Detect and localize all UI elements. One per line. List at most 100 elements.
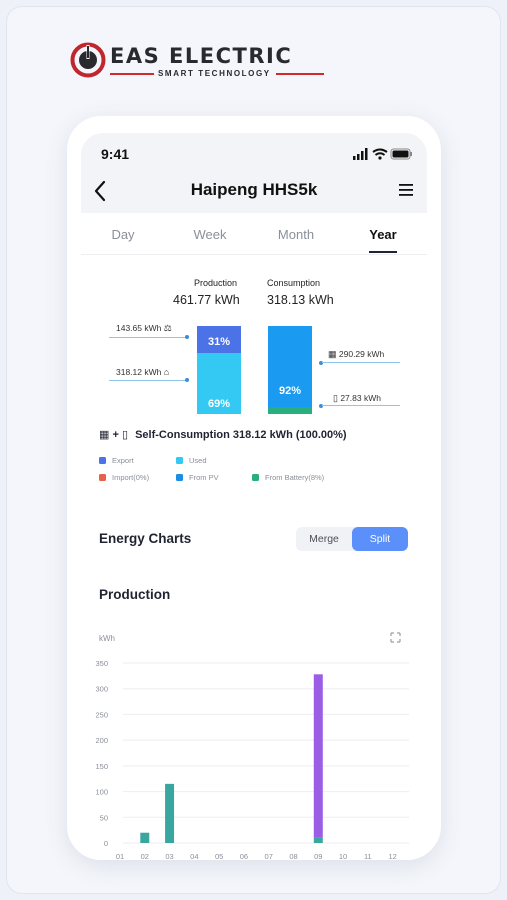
legend-used: Used xyxy=(176,456,207,465)
export-value-label: 143.65 kWh ⚖ xyxy=(116,323,172,334)
status-time: 9:41 xyxy=(101,146,130,162)
chart-bar-segment[interactable] xyxy=(313,674,323,838)
production-used-pct: 69% xyxy=(207,398,231,410)
production-section-title: Production xyxy=(99,587,171,602)
power-logo-icon xyxy=(70,42,106,78)
brand-rule-right xyxy=(276,73,324,75)
legend-export: Export xyxy=(99,456,134,465)
legend-from-battery: From Battery(8%) xyxy=(252,473,324,482)
consumption-pv-bar: 92% xyxy=(268,326,312,407)
from-battery-value-label: ▯ 27.83 kWh xyxy=(333,393,381,404)
production-export-bar: 31% xyxy=(197,326,241,353)
consumption-pv-pct: 92% xyxy=(278,385,302,397)
production-export-pct: 31% xyxy=(207,336,231,348)
used-value-label: 318.12 kWh ⌂ xyxy=(116,367,169,377)
export-leader-dot xyxy=(185,335,189,339)
legend-label-from-pv: From PV xyxy=(189,473,219,482)
chart-x-tick-label: 09 xyxy=(314,852,322,860)
chart-y-tick-label: 350 xyxy=(95,659,108,668)
legend-swatch-from-battery xyxy=(252,474,259,481)
chart-x-tick-label: 03 xyxy=(165,852,173,860)
from-battery-leader-line xyxy=(322,405,400,406)
merge-split-toggle: Merge Split xyxy=(296,527,408,551)
used-leader-dot xyxy=(185,378,189,382)
expand-chart-icon[interactable] xyxy=(390,632,401,643)
chart-x-tick-label: 05 xyxy=(215,852,223,860)
self-consumption-plus: + xyxy=(112,429,119,441)
tab-month[interactable]: Month xyxy=(277,227,315,242)
used-leader-line xyxy=(109,380,187,381)
legend-label-import: Import(0%) xyxy=(112,473,150,482)
tab-year[interactable]: Year xyxy=(369,227,397,242)
production-value: 461.77 kWh xyxy=(173,293,240,307)
tab-day[interactable]: Day xyxy=(111,227,135,242)
grid-tower-icon: ⚖ xyxy=(163,323,172,333)
from-pv-leader-dot xyxy=(319,361,323,365)
period-tabs: Day Week Month Year xyxy=(81,213,427,255)
battery-small-icon: ▯ xyxy=(121,429,129,441)
production-bar-chart: kWh 0 50 100 150 200 250 300 350 01 02 03 04 05 06 07… xyxy=(95,632,409,860)
menu-icon[interactable] xyxy=(399,184,413,196)
from-pv-value-label: ▦ 290.29 kWh xyxy=(328,349,384,360)
page-title: Haipeng HHS5k xyxy=(190,180,318,199)
chart-x-tick-label: 01 xyxy=(116,852,124,860)
chart-x-tick-label: 08 xyxy=(289,852,297,860)
export-leader-line xyxy=(109,337,187,338)
self-consumption-line: ▦ + ▯ Self-Consumption 318.12 kWh (100.0… xyxy=(99,428,347,441)
top-bar: 9:41 xyxy=(81,133,427,213)
production-label: Production xyxy=(194,278,238,288)
back-arrow-icon[interactable] xyxy=(93,180,107,202)
legend-swatch-import xyxy=(99,474,106,481)
chart-y-tick-label: 150 xyxy=(95,762,108,771)
legend-swatch-export xyxy=(99,457,106,464)
chart-y-tick-label: 50 xyxy=(100,813,108,822)
from-pv-leader-line xyxy=(322,362,400,363)
brand-logo: EAS ELECTRIC SMART TECHNOLOGY xyxy=(70,42,340,82)
merge-button[interactable]: Merge xyxy=(309,533,339,545)
consumption-value: 318.13 kWh xyxy=(267,293,334,307)
solar-panel-icon: ▦ xyxy=(99,429,110,441)
legend-swatch-used xyxy=(176,457,183,464)
chart-x-tick-label: 06 xyxy=(240,852,248,860)
chart-bar-segment[interactable] xyxy=(313,837,323,843)
phone-frame: 9:41 xyxy=(67,116,441,860)
brand-tagline: SMART TECHNOLOGY xyxy=(158,69,271,78)
consumption-battery-bar xyxy=(268,407,312,414)
energy-charts-title: Energy Charts xyxy=(99,531,192,546)
brand-rule-left xyxy=(110,73,154,75)
home-plug-icon: ⌂ xyxy=(163,367,170,377)
solar-panel-icon: ▦ xyxy=(328,349,337,359)
chart-y-axis-label: kWh xyxy=(99,634,115,643)
consumption-label: Consumption xyxy=(267,278,321,288)
chart-bar-segment[interactable] xyxy=(140,832,150,843)
legend-from-pv: From PV xyxy=(176,473,219,482)
chart-y-tick-label: 300 xyxy=(95,685,108,694)
active-tab-indicator xyxy=(369,251,397,253)
battery-small-icon: ▯ xyxy=(333,393,338,403)
chart-x-tick-label: 11 xyxy=(364,852,372,860)
production-used-bar: 69% xyxy=(197,353,241,414)
used-value: 318.12 kWh xyxy=(116,367,162,377)
legend-swatch-from-pv xyxy=(176,474,183,481)
legend-label-from-battery: From Battery(8%) xyxy=(265,473,325,482)
export-value: 143.65 kWh xyxy=(116,323,162,333)
chart-y-tick-label: 0 xyxy=(104,839,108,848)
chart-x-tick-label: 12 xyxy=(388,852,396,860)
split-button[interactable]: Split xyxy=(352,527,408,551)
app-screen: 9:41 xyxy=(81,133,427,860)
chart-x-tick-label: 10 xyxy=(339,852,347,860)
brand-name: EAS ELECTRIC xyxy=(110,44,293,68)
chart-bar-segment[interactable] xyxy=(165,783,175,843)
from-battery-value: 27.83 kWh xyxy=(340,393,381,403)
chart-y-tick-label: 200 xyxy=(95,736,108,745)
legend-label-used: Used xyxy=(189,456,207,465)
chart-x-tick-label: 04 xyxy=(190,852,198,860)
legend-import: Import(0%) xyxy=(99,473,149,482)
from-pv-value: 290.29 kWh xyxy=(338,349,385,359)
chart-y-tick-label: 100 xyxy=(95,788,108,797)
status-icons xyxy=(353,148,412,160)
self-consumption-text: Self-Consumption 318.12 kWh (100.00%) xyxy=(135,429,347,441)
chart-x-tick-label: 07 xyxy=(265,852,273,860)
from-battery-leader-dot xyxy=(319,404,323,408)
tab-week[interactable]: Week xyxy=(193,227,227,242)
